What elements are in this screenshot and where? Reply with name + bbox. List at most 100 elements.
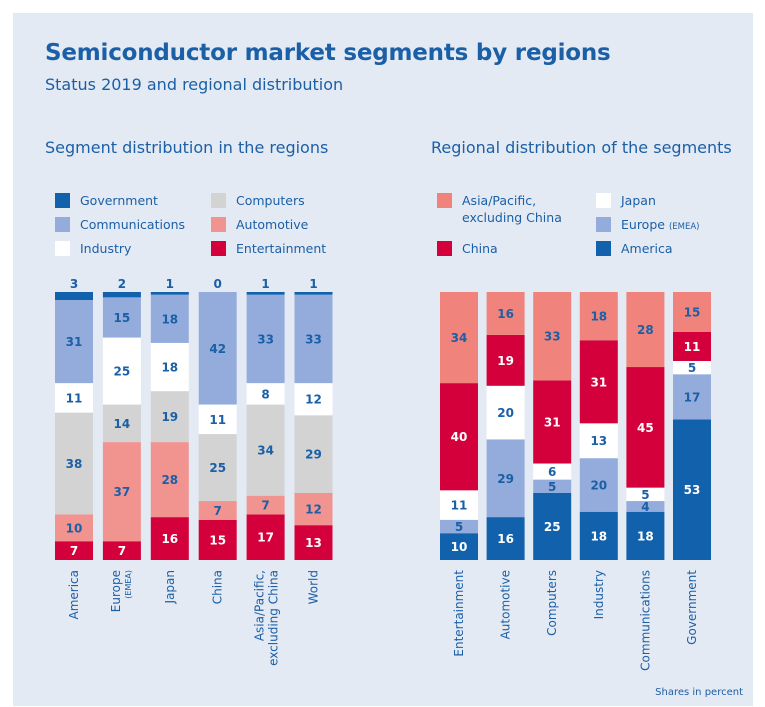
category-label-main: Industry [592,570,606,619]
legend-item-government: Government [55,192,158,209]
data-label: 6 [548,465,556,479]
bar-segment [102,297,141,338]
bar-segment [55,412,93,515]
bar-segment [150,442,189,518]
bar-segment [246,495,285,515]
right-chart-title: Regional distribution of the segments [431,138,732,157]
legend-label-line2: excluding China [462,210,562,225]
bar-segment [102,541,141,560]
legend-item-automotive: Automotive [211,216,308,233]
data-label: 33 [305,332,322,346]
category-label-main: China [211,570,225,604]
bar-segment [626,501,665,512]
category-label-sub: excluding China [267,570,281,666]
data-label: 31 [66,335,83,349]
legend-label: America [621,241,673,256]
legend-swatch [55,193,70,208]
data-label: 7 [118,544,126,558]
legend-label: China [462,241,498,256]
data-label: 15 [684,305,701,319]
bar-stack: 53 17 5 11 15 [673,292,711,560]
legend-label: Japan [621,193,656,208]
category-label-main: Government [685,570,699,645]
data-label: 28 [637,323,654,337]
bar-segment [102,337,141,405]
data-label: 13 [590,434,607,448]
data-label: 33 [544,330,561,344]
data-label: 45 [637,421,654,435]
legend-swatch [596,217,611,232]
bar-segment [55,541,93,560]
bar-segment [294,294,333,384]
bar-segment [673,292,711,332]
bar-segment [150,342,189,392]
category-label: Computers [545,570,559,636]
data-label: 34 [451,331,468,345]
category-label: Asia/Pacific, excluding China [253,570,281,666]
data-label: 18 [161,361,178,375]
bar-segment [294,493,333,526]
category-label-main: World [307,570,321,604]
data-label: 18 [161,312,178,326]
data-label: 31 [544,415,561,429]
legend-label: Computers [236,193,305,208]
bar-segment [626,487,665,502]
bar-segment [673,419,711,560]
category-label: Communications [638,570,652,671]
legend-item-communications: Communications [55,216,185,233]
data-label: 11 [66,391,83,405]
bar-segment [198,501,237,520]
data-label: 31 [590,375,607,389]
category-label: Industry [592,570,606,619]
data-label: 16 [497,307,514,321]
legend-swatch [596,193,611,208]
bar-stack: 17 7 34 8 33 1 [246,277,285,560]
data-label: 0 [214,277,222,291]
data-label: 17 [684,390,701,404]
bar-segment [486,385,525,440]
bar-stack: 7 10 38 11 31 3 [55,277,93,560]
category-label-main: Asia/Pacific, [253,570,267,641]
bar-stack: 7 37 14 25 15 2 [102,277,141,560]
legend-item-japan: Japan [596,192,656,209]
data-label: 11 [684,340,701,354]
legend-label: Industry [80,241,132,256]
bar-segment [626,511,665,560]
bar-segment [440,533,478,560]
bar-segment [486,517,525,560]
bar-segment [440,490,478,520]
data-label: 25 [209,461,226,475]
bar-stack: 13 12 29 12 33 1 [294,277,333,560]
bar-segment [440,292,478,384]
data-label: 15 [209,533,226,547]
bar-segment [533,380,572,464]
data-label: 2 [118,277,126,291]
bar-segment [55,300,93,384]
bar-segment [579,292,618,341]
bar-stack: 16 28 19 18 18 1 [150,277,189,560]
legend-swatch [596,241,611,256]
data-label: 40 [451,430,468,444]
data-label: 4 [641,500,649,514]
category-label-main: Computers [545,570,559,636]
data-label: 1 [261,277,269,291]
legend-item-america: America [596,240,673,257]
bar-segment [579,458,618,512]
legend-label-line1: Asia/Pacific, [462,193,537,208]
data-label: 25 [114,365,131,379]
bar-segment [150,391,189,443]
legend-swatch [437,241,452,256]
bar-segment [533,463,572,480]
bar-stack: 15 7 25 11 42 0 [198,277,237,560]
bar-segment [102,292,141,298]
bar-segment [246,514,285,560]
data-label: 34 [257,444,274,458]
data-label: 5 [688,361,696,375]
category-label: Automotive [499,570,513,639]
bar-segment [533,292,572,381]
bar-segment [246,294,285,384]
bar-stack: 18 20 13 31 18 [579,292,618,560]
data-label: 12 [305,503,322,517]
legend-label: Asia/Pacific, excluding China [462,192,562,226]
